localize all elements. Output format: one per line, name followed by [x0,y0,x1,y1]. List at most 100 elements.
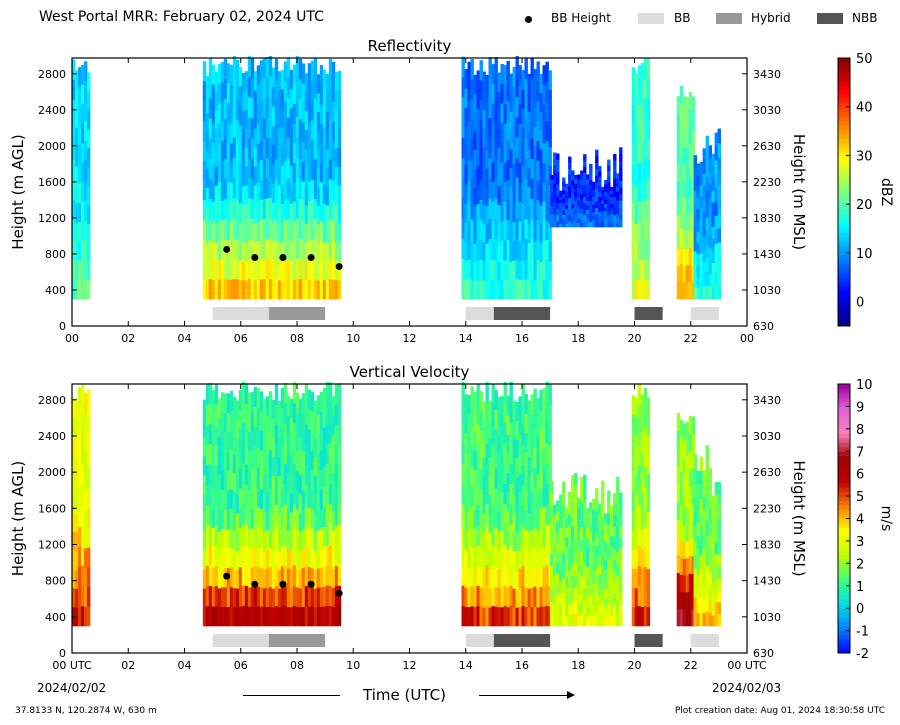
heatmap-cell [580,222,584,228]
heatmap-cell [292,220,297,241]
heatmap-cell [574,192,578,197]
heatmap-cell [247,450,252,471]
heatmap-cell [334,465,339,486]
heatmap-cell [702,236,706,250]
heatmap-cell [562,517,566,530]
heatmap-cell [688,178,693,196]
heatmap-cell [295,490,300,510]
heatmap-cell [470,119,474,140]
heatmap-cell [81,565,85,586]
heatmap-cell [473,508,477,529]
heatmap-cell [533,203,537,223]
heatmap-cell [521,585,525,607]
heatmap-cell [298,493,303,513]
heatmap-cell [226,141,231,162]
heatmap-cell [283,524,288,546]
heatmap-cell [503,564,507,586]
heatmap-cell [691,130,696,148]
heatmap-cell [482,513,486,533]
heatmap-cell [316,224,321,244]
heatmap-cell [205,187,210,207]
heatmap-cell [559,560,563,572]
heatmap-cell [527,419,531,439]
heatmap-cell [334,384,339,406]
heatmap-cell [556,202,560,209]
heatmap-cell [640,220,645,241]
heatmap-cell [574,222,578,228]
heatmap-cell [577,213,581,219]
heatmap-cell [693,227,697,240]
heatmap-cell [304,444,309,465]
heatmap-cell [571,588,575,602]
heatmap-cell [220,567,225,588]
heatmap-cell [607,159,611,166]
heatmap-cell [542,546,546,567]
heatmap-cell [485,280,489,300]
heatmap-cell [247,412,252,432]
heatmap-cell [685,591,690,610]
heatmap-cell [610,216,614,221]
heatmap-cell [598,191,602,197]
heatmap-cell [211,586,216,607]
heatmap-cell [682,558,687,576]
heatmap-cell [542,408,546,429]
heatmap-cell [337,184,342,205]
heatmap-cell [524,529,528,549]
heatmap-cell [467,491,471,511]
heatmap-cell [286,510,291,531]
time-arrow-head [567,691,575,699]
heatmap-cell [319,508,324,529]
heatmap-cell [464,88,468,108]
heatmap-cell [334,545,339,566]
heatmap-cell [533,88,537,108]
heatmap-cell [328,605,333,627]
heatmap-cell [598,544,602,555]
heatmap-cell [604,607,608,617]
heatmap-cell [482,401,486,421]
heatmap-cell [461,137,465,159]
heatmap-cell [467,239,471,260]
heatmap-cell [491,605,495,627]
heatmap-cell [506,60,510,82]
heatmap-cell [679,608,684,627]
heatmap-cell [235,179,240,200]
heatmap-cell [259,430,264,451]
heatmap-cell [509,167,513,187]
heatmap-cell [497,185,501,205]
heatmap-cell [503,402,507,423]
heatmap-cell [78,526,82,547]
y2-tick-label: 2230 [753,176,781,189]
heatmap-cell [217,103,222,124]
heatmap-cell [556,584,560,595]
heatmap-cell [214,261,219,281]
heatmap-cell [337,89,342,110]
heatmap-cell [643,198,648,220]
heatmap-cell [637,162,642,183]
heatmap-cell [521,605,525,627]
heatmap-cell [613,208,617,216]
heatmap-cell [711,528,715,540]
heatmap-cell [619,525,623,538]
heatmap-cell [562,601,566,615]
heatmap-cell [699,230,703,243]
heatmap-cell [682,248,687,266]
heatmap-cell [473,430,477,451]
heatmap-cell [289,436,294,456]
heatmap-cell [574,498,578,512]
heatmap-cell [208,138,213,159]
heatmap-cell [607,580,611,593]
heatmap-cell [307,547,312,568]
heatmap-cell [292,382,297,403]
heatmap-cell [509,442,513,464]
heatmap-cell [277,588,282,608]
heatmap-cell [518,84,522,105]
heatmap-cell [247,177,252,199]
heatmap-cell [238,566,243,587]
heatmap-cell [277,607,282,627]
colorbar-cell [838,630,850,636]
colorbar-cell [838,250,850,256]
heatmap-cell [559,549,563,561]
heatmap-cell [640,141,645,162]
heatmap-cell [631,453,636,473]
heatmap-cell [277,185,282,205]
